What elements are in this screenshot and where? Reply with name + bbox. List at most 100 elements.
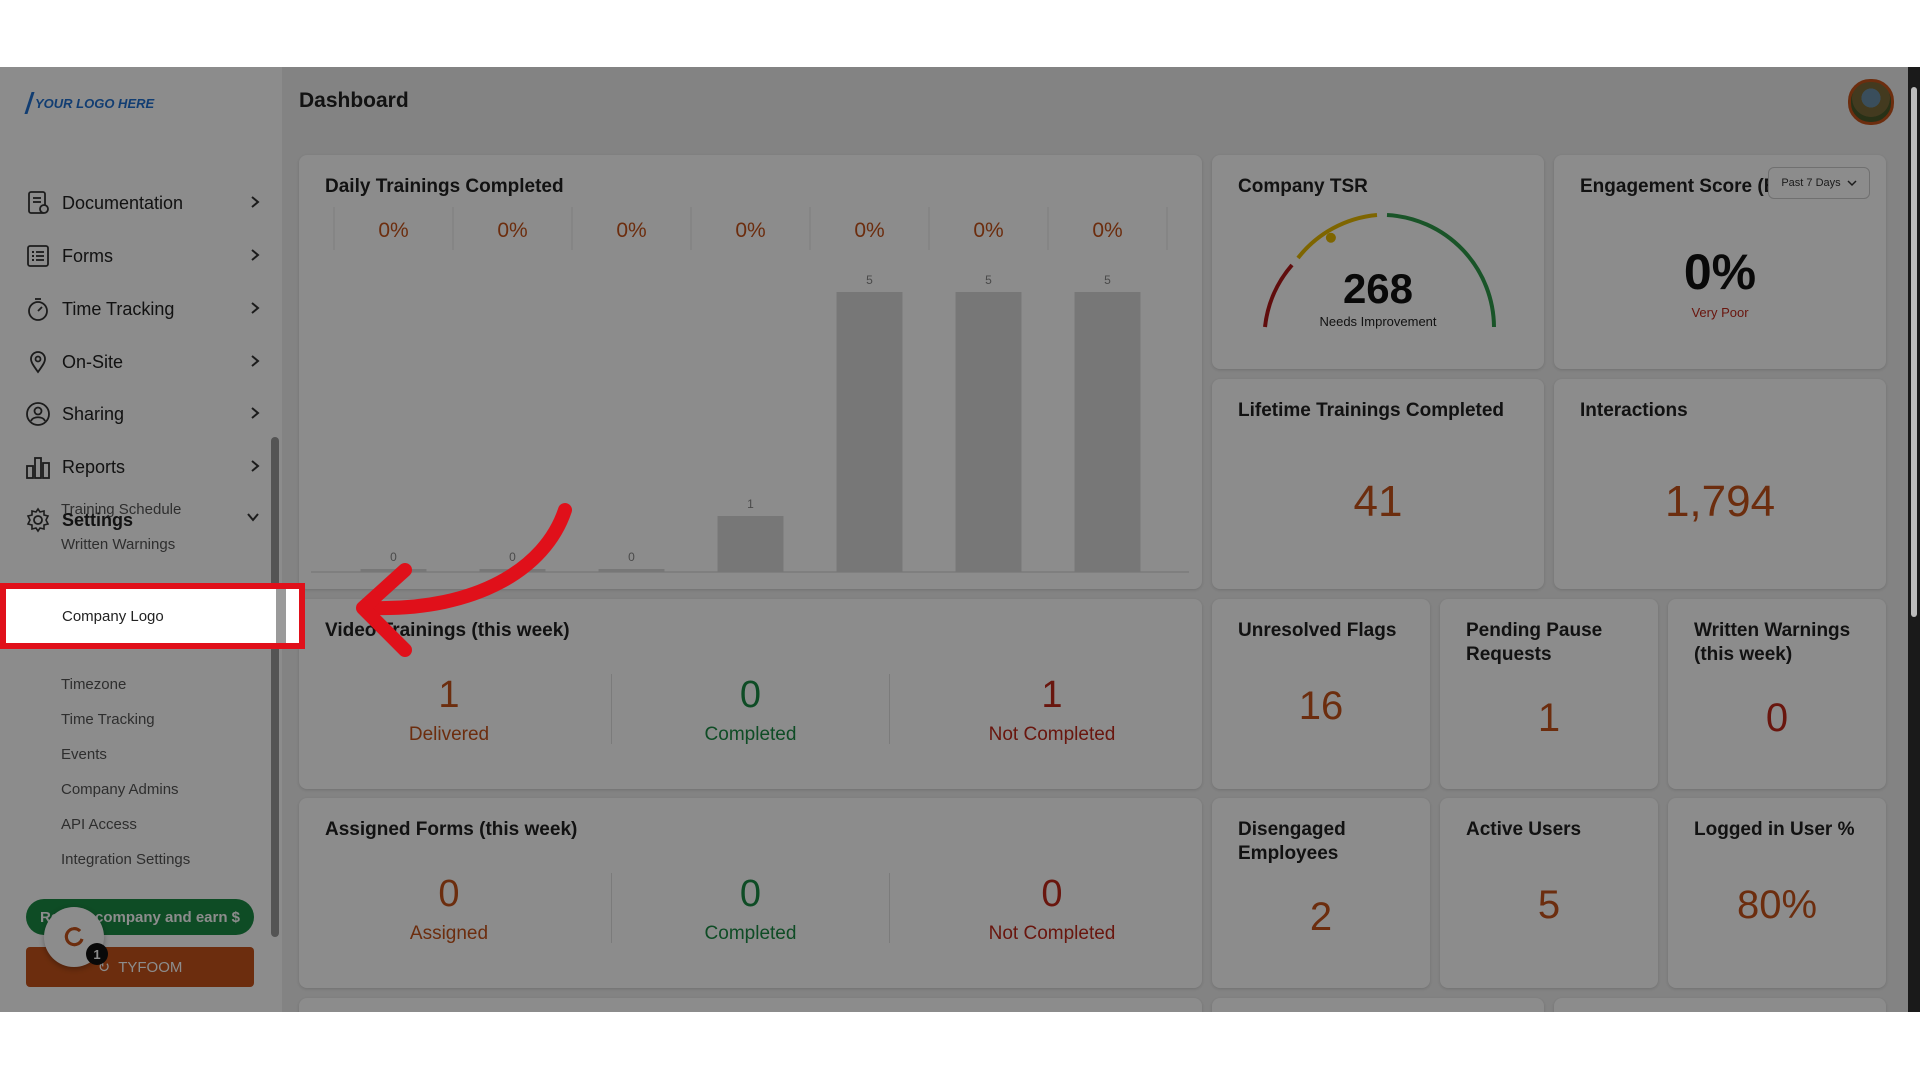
written-warnings-value: 0 [1765, 696, 1789, 740]
sidebar-item-on-site[interactable]: On-Site [24, 345, 264, 379]
forms-completed-stat[interactable]: 0 Completed [599, 873, 902, 973]
divider [611, 873, 612, 943]
sidebar-item-label: On-Site [62, 351, 124, 372]
chevron-down-icon [247, 513, 259, 522]
tyfoom-label: TYFOOM [118, 958, 183, 976]
video-completed-stat[interactable]: 0 Completed [599, 674, 902, 774]
sidebar-subitem-company-admins[interactable]: Company Admins [61, 781, 179, 798]
divider [889, 873, 890, 943]
period-dropdown-value: Past 7 Days [1781, 177, 1841, 189]
pending-pause-card[interactable]: Pending Pause Requests 1 [1440, 599, 1658, 789]
pending-pause-value: 1 [1537, 696, 1561, 740]
sidebar-item-label: Settings [62, 509, 134, 530]
sidebar-item-reports[interactable]: Reports [24, 450, 264, 484]
tsr-label: Needs Improvement [1319, 314, 1437, 329]
sidebar-item-sharing[interactable]: Sharing [24, 397, 264, 431]
video-not-completed-stat[interactable]: 1 Not Completed [902, 674, 1202, 774]
chevron-right-icon [251, 460, 260, 472]
tsr-gauge-yellow-arc [1296, 213, 1378, 260]
app-window: YOUR LOGO HERE Documentation Forms Time … [0, 67, 1920, 1012]
sidebar-subitem-api-access[interactable]: API Access [61, 816, 137, 833]
tsr-gauge-marker [1325, 232, 1336, 243]
sidebar-subitem-written-warnings[interactable]: Written Warnings [61, 536, 176, 553]
stat-value: 1 [1041, 674, 1063, 716]
sidebar-item-label: Reports [62, 456, 126, 477]
sidebar-item-label: Forms [62, 245, 113, 266]
stat-value: 0 [1041, 873, 1063, 915]
sidebar-item-settings[interactable]: Settings [24, 503, 264, 537]
bar-chart-icon [24, 453, 52, 481]
bar-value-label: 5 [1104, 273, 1111, 287]
assigned-forms-card: Assigned Forms (this week) 0 Assigned 0 … [299, 798, 1202, 988]
stopwatch-icon [24, 295, 52, 323]
bar-value-label: 0 [509, 550, 516, 564]
percent-label: 0% [616, 219, 646, 242]
percent-label: 0% [497, 219, 527, 242]
stat-label: Completed [704, 724, 797, 745]
map-pin-icon [24, 348, 52, 376]
chat-notification-badge: 1 [86, 943, 108, 965]
sidebar-subitem-time-tracking[interactable]: Time Tracking [61, 711, 155, 728]
engagement-score-value: 0% [1683, 244, 1757, 300]
divider [889, 674, 890, 744]
bar [717, 516, 784, 572]
unresolved-flags-value: 16 [1298, 684, 1344, 728]
sidebar-scrollbar[interactable] [270, 127, 280, 937]
sidebar-subitem-events[interactable]: Events [61, 746, 107, 763]
tsr-gauge-red-arc [1263, 263, 1294, 328]
sidebar-scroll-thumb [276, 589, 286, 643]
chat-logo-icon [64, 927, 84, 947]
tutorial-arrow-icon [356, 503, 572, 657]
page-scrollbar[interactable] [1908, 67, 1920, 1012]
stat-label: Not Completed [988, 724, 1116, 745]
tsr-value: 268 [1342, 265, 1414, 312]
sidebar-subitem-integration-settings[interactable]: Integration Settings [61, 851, 191, 868]
avatar[interactable] [1848, 79, 1894, 125]
next-card [299, 998, 1202, 1012]
next-card [1554, 998, 1886, 1012]
written-warnings-card[interactable]: Written Warnings (this week) 0 [1668, 599, 1886, 789]
engagement-score-title: Engagement Score (ES [1580, 176, 1790, 197]
sidebar-item-time-tracking[interactable]: Time Tracking [24, 292, 264, 326]
written-warnings-title: Written Warnings (this week) [1694, 620, 1851, 665]
sidebar-subitem-timezone[interactable]: Timezone [61, 676, 127, 693]
sidebar-scroll-thumb[interactable] [271, 437, 279, 937]
pending-pause-title: Pending Pause Requests [1466, 620, 1603, 665]
forms-assigned-stat[interactable]: 0 Assigned [299, 873, 599, 973]
gear-icon [24, 506, 52, 534]
sidebar-item-label: Sharing [62, 403, 125, 424]
stat-label: Completed [704, 923, 797, 944]
interactions-card: Interactions 1,794 [1554, 379, 1886, 589]
stat-label: Not Completed [988, 923, 1116, 944]
bar-value-label: 0 [628, 550, 635, 564]
sidebar-item-forms[interactable]: Forms [24, 239, 264, 273]
video-delivered-stat[interactable]: 1 Delivered [299, 674, 599, 774]
percent-label: 0% [735, 219, 765, 242]
daily-trainings-title: Daily Trainings Completed [325, 176, 564, 197]
bar-value-label: 0 [390, 550, 397, 564]
sidebar-subitem-company-logo[interactable]: Company Logo [62, 608, 164, 625]
stat-value: 0 [739, 674, 762, 716]
active-users-card[interactable]: Active Users 5 [1440, 798, 1658, 988]
lifetime-trainings-card: Lifetime Trainings Completed 41 [1212, 379, 1544, 589]
chevron-right-icon [251, 355, 260, 367]
next-card [1212, 998, 1544, 1012]
disengaged-employees-card[interactable]: Disengaged Employees 2 [1212, 798, 1430, 988]
page-scroll-thumb[interactable] [1911, 87, 1917, 617]
divider [611, 674, 612, 744]
sidebar-subitem-training-schedule[interactable]: Training Schedule [61, 501, 182, 518]
logged-in-card[interactable]: Logged in User % 80% [1668, 798, 1886, 988]
chevron-right-icon [251, 302, 260, 314]
stat-value: 0 [739, 873, 762, 915]
forms-not-completed-stat[interactable]: 0 Not Completed [902, 873, 1202, 973]
document-icon [24, 189, 52, 217]
tsr-gauge-green-arc [1386, 213, 1496, 328]
percent-label: 0% [378, 219, 408, 242]
unresolved-flags-card[interactable]: Unresolved Flags 16 [1212, 599, 1430, 789]
sidebar-item-documentation[interactable]: Documentation [24, 186, 264, 220]
period-dropdown[interactable]: Past 7 Days [1768, 167, 1870, 199]
main-content: Dashboard Daily Trainings Completed 0%0S… [282, 67, 1912, 1012]
logged-in-title: Logged in User % [1694, 819, 1855, 840]
company-logo[interactable]: YOUR LOGO HERE [24, 91, 154, 115]
company-tsr-card: Company TSR 268 Needs Improvement [1212, 155, 1544, 369]
